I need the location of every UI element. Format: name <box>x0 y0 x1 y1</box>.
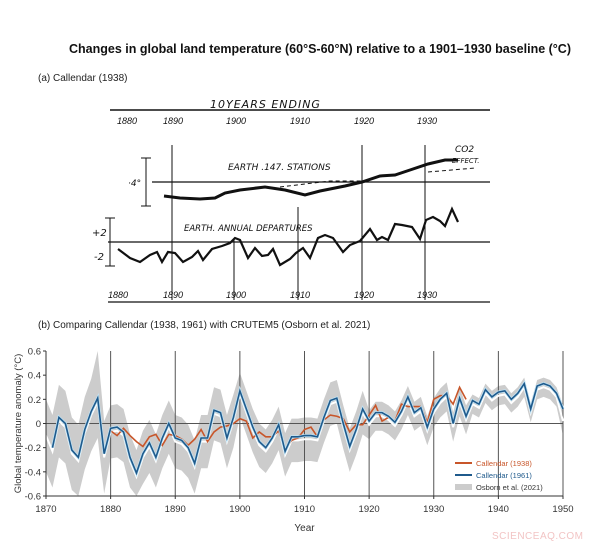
x-axis-label: Year <box>294 523 315 534</box>
legend-label: Callendar (1961) <box>476 471 532 480</box>
plus-scale-label: +2 <box>92 228 107 239</box>
lower-curve-label: EARTH. ANNUAL DEPARTURES <box>184 224 313 234</box>
x-tick-label: 1940 <box>488 504 509 515</box>
trend-dashed-line <box>279 180 362 188</box>
upper-curve-label: EARTH .147. STATIONS <box>228 163 331 173</box>
top-year-label: 1910 <box>290 116 310 126</box>
legend-label: Osborn et al. (2021) <box>476 483 543 492</box>
x-tick-label: 1870 <box>35 504 56 515</box>
header-label: 10YEARS ENDING <box>210 98 321 111</box>
bottom-year-label: 1910 <box>290 290 310 300</box>
x-tick-label: 1950 <box>552 504 573 515</box>
top-year-label: 1930 <box>417 116 437 126</box>
co2-label: CO2 <box>455 145 474 155</box>
x-tick-label: 1920 <box>359 504 380 515</box>
figure-title: Changes in global land temperature (60°S… <box>69 42 571 56</box>
y-tick-label: -0.2 <box>25 443 41 454</box>
top-year-label: 1900 <box>226 116 246 126</box>
legend-label: Callendar (1938) <box>476 459 532 468</box>
y-tick-label: 0.4 <box>28 371 41 382</box>
y-tick-label: 0.6 <box>28 347 41 358</box>
y-tick-label: 0 <box>36 419 41 430</box>
y-tick-label: -0.4 <box>25 467 41 478</box>
bottom-year-label: 1900 <box>226 290 246 300</box>
earth-147-stations-curve <box>163 158 458 201</box>
panel-a-label: (a) Callendar (1938) <box>38 73 128 84</box>
x-tick-label: 1910 <box>294 504 315 515</box>
x-tick-label: 1880 <box>100 504 121 515</box>
top-year-label: 1920 <box>354 116 374 126</box>
watermark: SCIENCEAQ.COM <box>492 531 584 542</box>
bottom-year-label: 1890 <box>163 290 183 300</box>
top-year-label: 1890 <box>163 116 183 126</box>
bottom-year-label: 1930 <box>417 290 437 300</box>
effect-label: EFFECT. <box>452 157 479 165</box>
x-tick-label: 1930 <box>423 504 444 515</box>
bottom-year-label: 1920 <box>354 290 374 300</box>
bottom-year-label: 1880 <box>108 290 128 300</box>
callendar-1961-line <box>51 381 564 476</box>
y-axis-label: Global temperature anomaly (°C) <box>13 354 24 494</box>
x-tick-label: 1890 <box>165 504 186 515</box>
panel-b-label: (b) Comparing Callendar (1938, 1961) wit… <box>38 320 371 331</box>
y-tick-label: 0.2 <box>28 395 41 406</box>
upper-scale-label: ·4° <box>128 179 141 189</box>
minus-scale-label: -2 <box>94 252 104 263</box>
callendar-1938-figure: 10YEARS ENDING 1880 1890 1900 1910 1920 … <box>92 98 490 303</box>
co2-effect-dashed-line <box>427 167 476 173</box>
annual-departures-curve <box>117 206 459 267</box>
x-tick-label: 1900 <box>229 504 250 515</box>
top-year-label: 1880 <box>117 116 137 126</box>
y-tick-label: -0.6 <box>25 492 41 503</box>
